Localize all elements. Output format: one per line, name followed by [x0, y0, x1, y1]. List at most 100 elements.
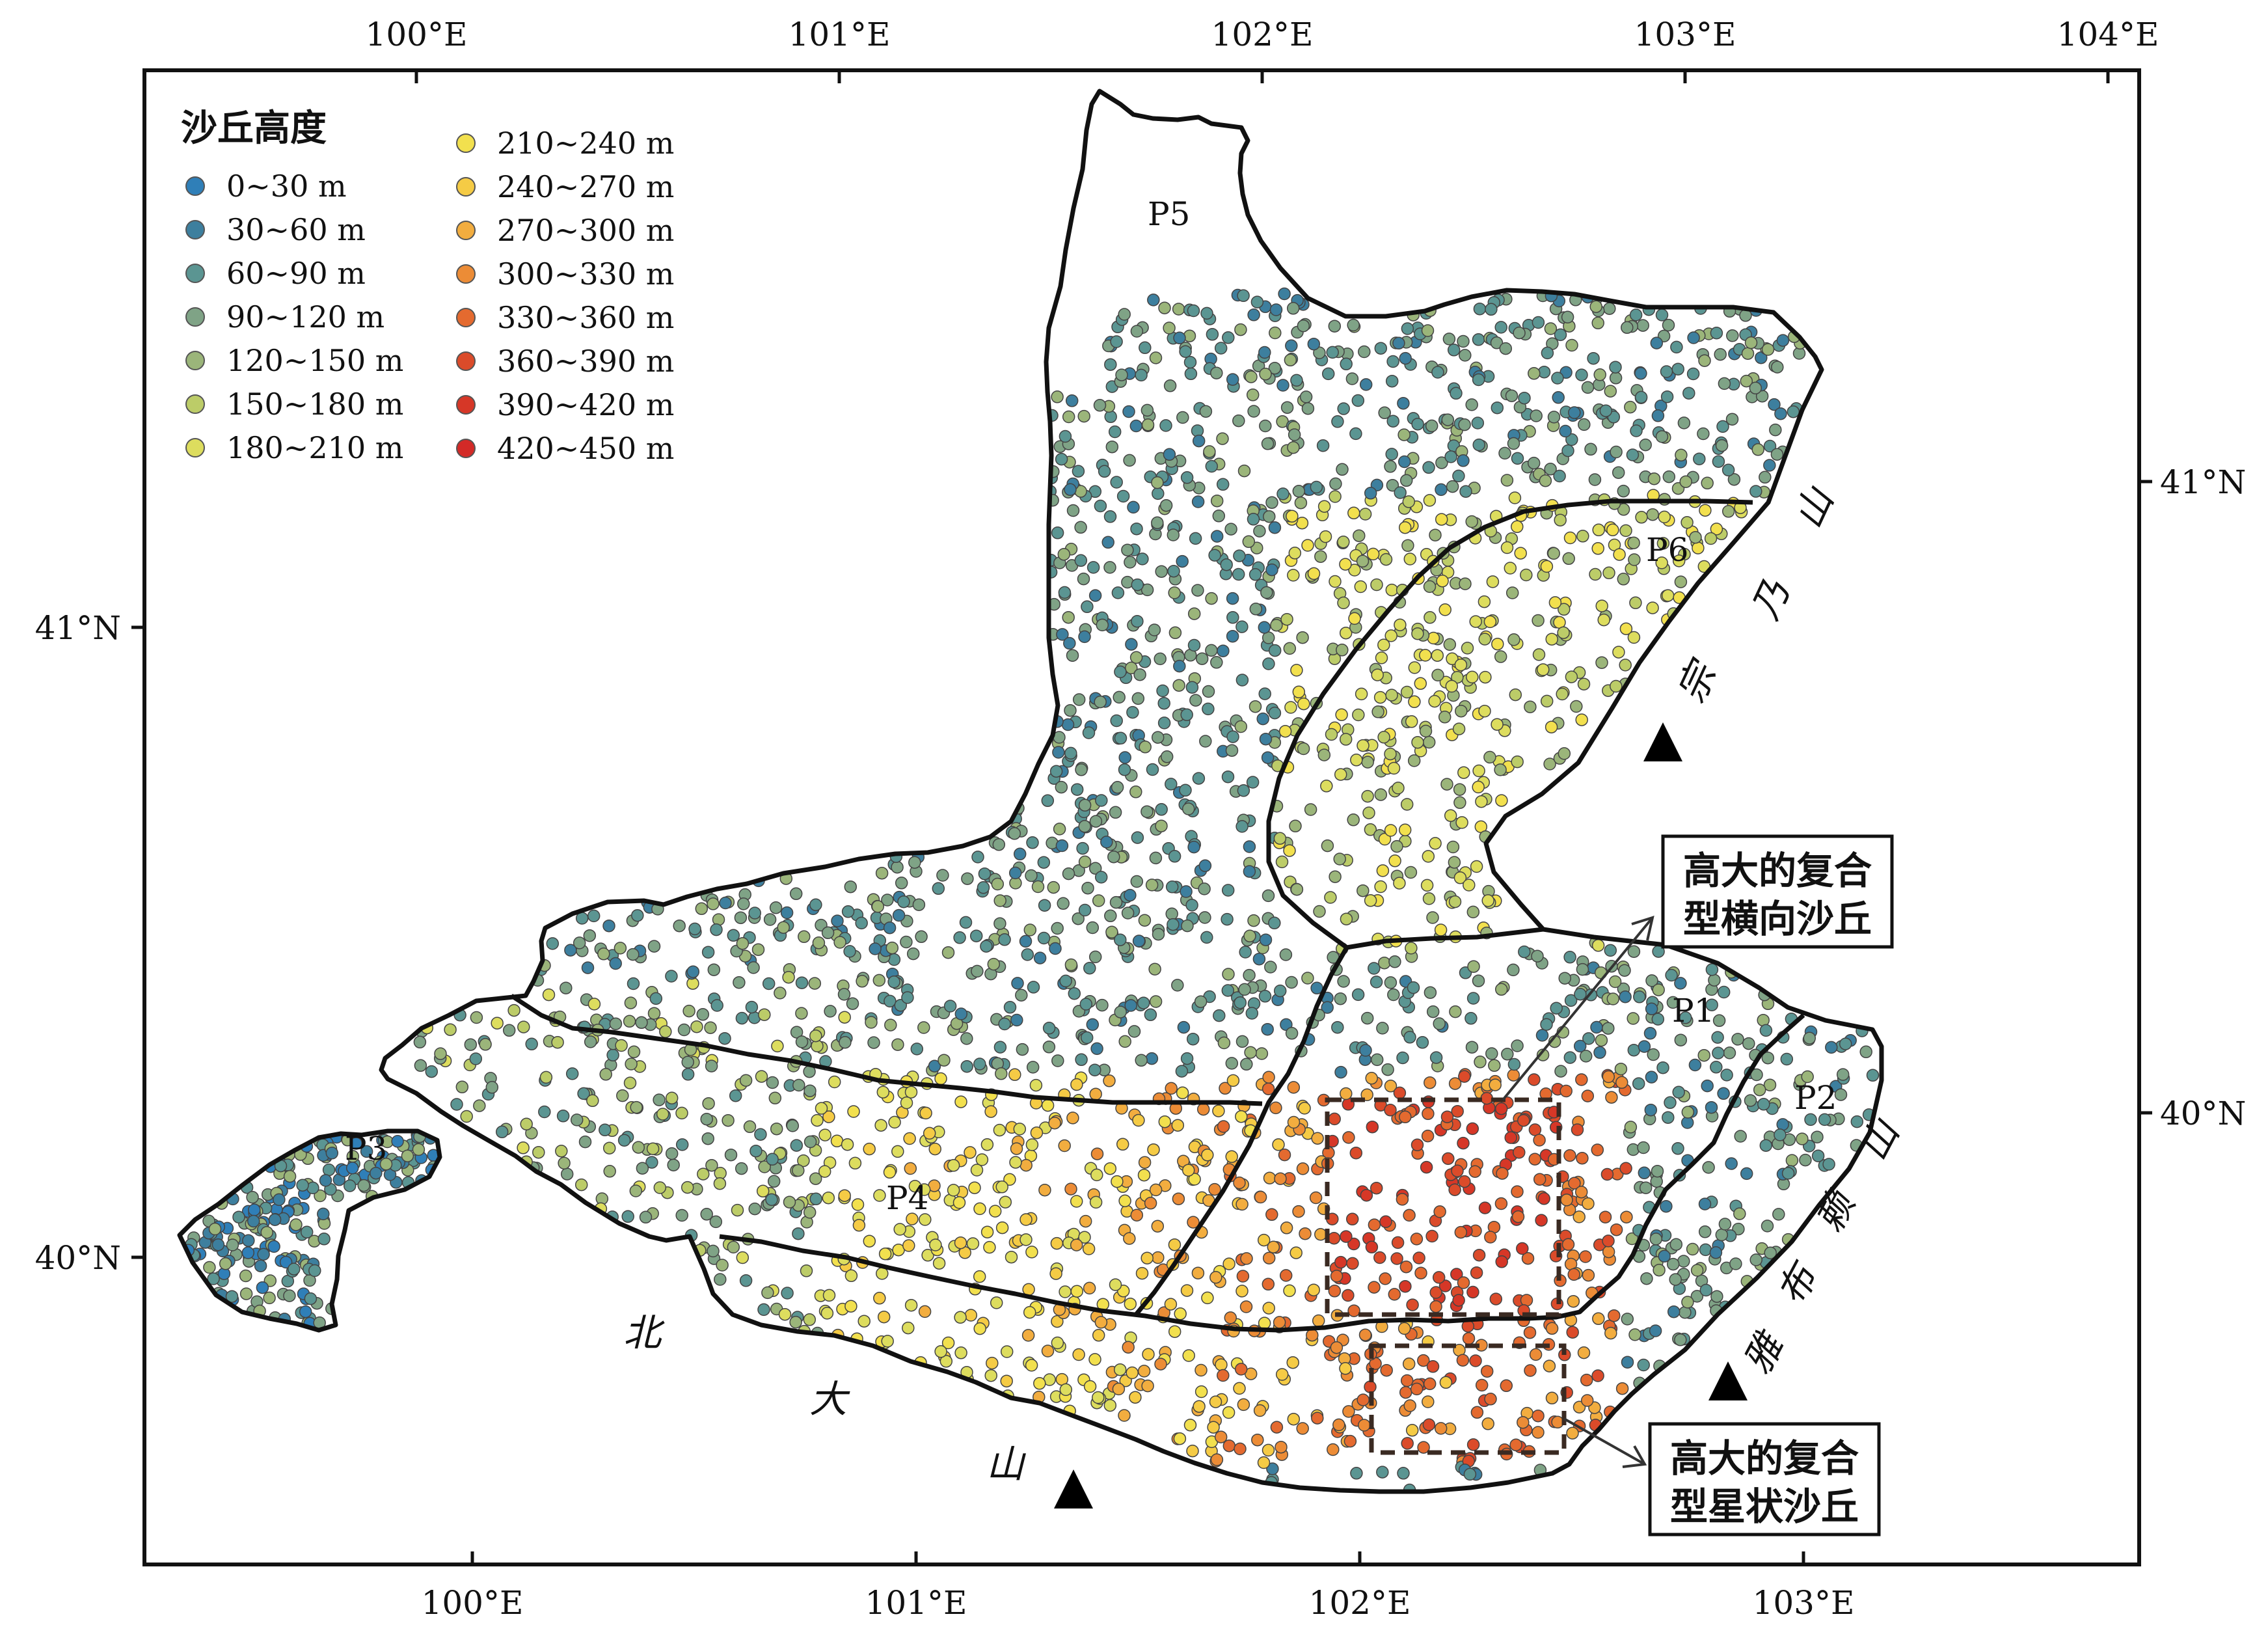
dune-point — [1609, 361, 1622, 374]
dune-point — [749, 1144, 763, 1158]
dune-point — [1053, 823, 1066, 836]
dune-point — [1405, 942, 1418, 955]
dune-point — [881, 894, 894, 907]
dune-point — [761, 1286, 774, 1300]
dune-point — [1328, 320, 1342, 333]
dune-point — [1591, 316, 1604, 330]
dune-point — [1639, 1181, 1653, 1194]
dune-point — [954, 1007, 968, 1020]
dune-point — [724, 1148, 738, 1162]
dune-point — [1710, 523, 1723, 536]
legend-swatch — [185, 307, 205, 327]
dune-point — [631, 908, 644, 922]
dune-point — [1757, 1098, 1770, 1111]
dune-point — [1235, 674, 1249, 687]
dune-point — [1250, 295, 1264, 308]
legend-swatch — [456, 221, 476, 240]
dune-point — [748, 1202, 761, 1216]
dune-point — [1072, 693, 1086, 706]
dune-point — [1314, 1228, 1327, 1241]
dune-point — [954, 1311, 967, 1324]
dune-point — [1094, 499, 1107, 513]
dune-point — [777, 921, 790, 934]
dune-point — [1195, 652, 1209, 665]
dune-point — [1072, 912, 1085, 925]
left-tick-label: 40°N — [35, 1239, 121, 1277]
dune-point — [1280, 401, 1294, 414]
dune-point — [1545, 1322, 1559, 1335]
dune-point — [1127, 500, 1140, 514]
dune-point — [1280, 1222, 1293, 1235]
dune-point — [954, 1236, 967, 1249]
arrow-transverse-head — [1631, 916, 1654, 941]
bottom-tick-label: 101°E — [865, 1584, 967, 1622]
dune-point — [1260, 586, 1273, 599]
dune-point — [1442, 1152, 1455, 1166]
dune-point — [1267, 1240, 1280, 1253]
dune-point — [1397, 396, 1410, 410]
dune-point — [1759, 1024, 1773, 1037]
dune-point — [1126, 705, 1139, 719]
dune-point — [1149, 995, 1163, 1008]
dune-point — [828, 1075, 841, 1089]
dune-point — [960, 1059, 973, 1073]
dune-point — [812, 936, 826, 949]
dune-point — [1509, 688, 1522, 702]
dune-point — [822, 1191, 835, 1205]
dune-point — [1086, 1018, 1100, 1031]
dune-point — [1628, 553, 1641, 566]
dune-point — [1374, 788, 1388, 801]
dune-point — [1070, 783, 1084, 796]
dune-point — [283, 1169, 297, 1183]
dune-point — [707, 897, 720, 910]
dune-point — [665, 1147, 679, 1160]
dune-point — [1710, 1290, 1723, 1303]
dune-point — [675, 1106, 688, 1120]
dune-point — [1511, 1185, 1524, 1198]
dune-point — [1574, 987, 1587, 1001]
legend-swatch — [456, 133, 476, 153]
dune-point — [855, 916, 868, 930]
dune-point — [1124, 1297, 1137, 1311]
dune-point — [973, 1270, 986, 1283]
dune-point — [1411, 735, 1424, 749]
dune-point — [1059, 1383, 1073, 1397]
dune-point — [904, 1162, 917, 1175]
dune-point — [1210, 656, 1223, 669]
dune-point — [1125, 638, 1138, 651]
dune-point — [1457, 334, 1470, 348]
dune-point — [602, 919, 615, 933]
legend-label: 0~30 m — [226, 169, 347, 204]
dune-point — [1165, 778, 1178, 791]
dune-point — [1656, 1061, 1669, 1074]
dune-point — [758, 1008, 771, 1021]
dune-point — [1465, 515, 1478, 528]
dune-point — [1712, 1014, 1726, 1028]
dune-point — [737, 897, 750, 910]
dune-point — [1769, 423, 1782, 437]
dune-point — [1284, 353, 1297, 367]
dune-point — [885, 941, 899, 955]
dune-point — [1466, 1285, 1479, 1299]
dune-point — [1103, 510, 1117, 523]
dune-point — [1191, 1266, 1205, 1279]
annotation-transverse-box — [1661, 834, 1894, 949]
dune-point — [1171, 1119, 1185, 1132]
dune-point — [1118, 1035, 1131, 1048]
dune-point — [681, 1056, 694, 1069]
dune-point — [1397, 455, 1411, 469]
dune-point — [1334, 1065, 1347, 1079]
dune-point — [892, 908, 906, 922]
dune-point — [623, 1015, 636, 1028]
dune-point — [1138, 1156, 1152, 1169]
dune-point — [617, 1134, 631, 1147]
dune-point — [932, 1257, 946, 1270]
dune-point — [1235, 1035, 1249, 1048]
dune-point — [1167, 918, 1180, 931]
dune-point — [995, 1221, 1009, 1235]
dune-point — [1699, 1283, 1713, 1297]
dune-point — [1051, 1336, 1064, 1350]
dune-point — [1763, 459, 1776, 472]
dune-point — [803, 1135, 817, 1149]
dune-point — [290, 1218, 303, 1231]
